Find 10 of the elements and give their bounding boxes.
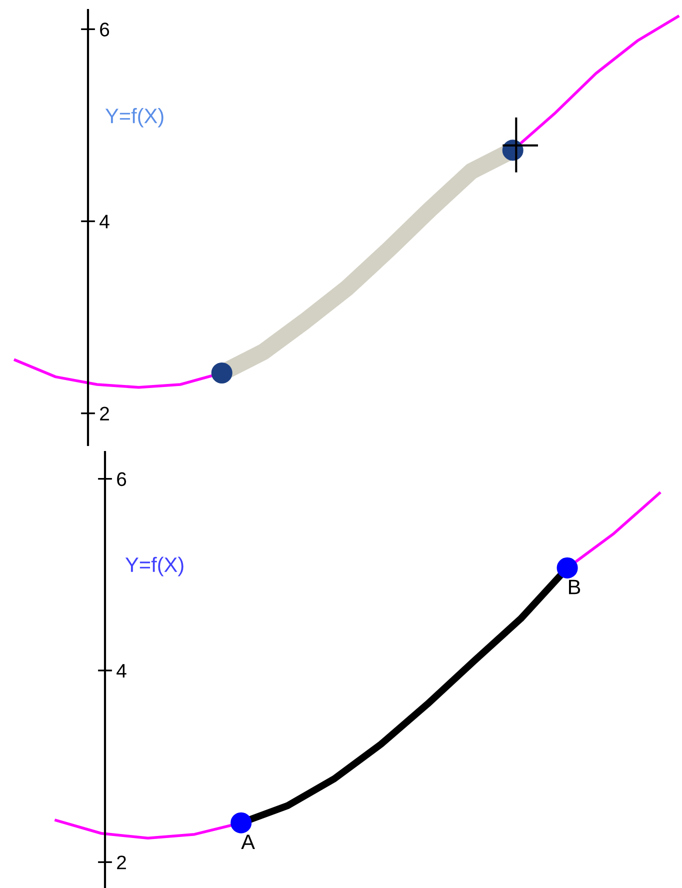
y-tick-label: 2 [100, 406, 109, 420]
data-label: A [241, 834, 255, 850]
y-tick-label: 2 [117, 856, 126, 870]
annotation: Y=f(X) [125, 556, 184, 576]
annotation: Y=f(X) [105, 108, 164, 128]
y-tick-label: 6 [100, 22, 110, 36]
y-tick-label: 6 [117, 472, 126, 486]
data-label: B [569, 580, 580, 594]
y-tick-label: 4 [116, 664, 126, 678]
y-tick-label: 4 [100, 214, 110, 228]
